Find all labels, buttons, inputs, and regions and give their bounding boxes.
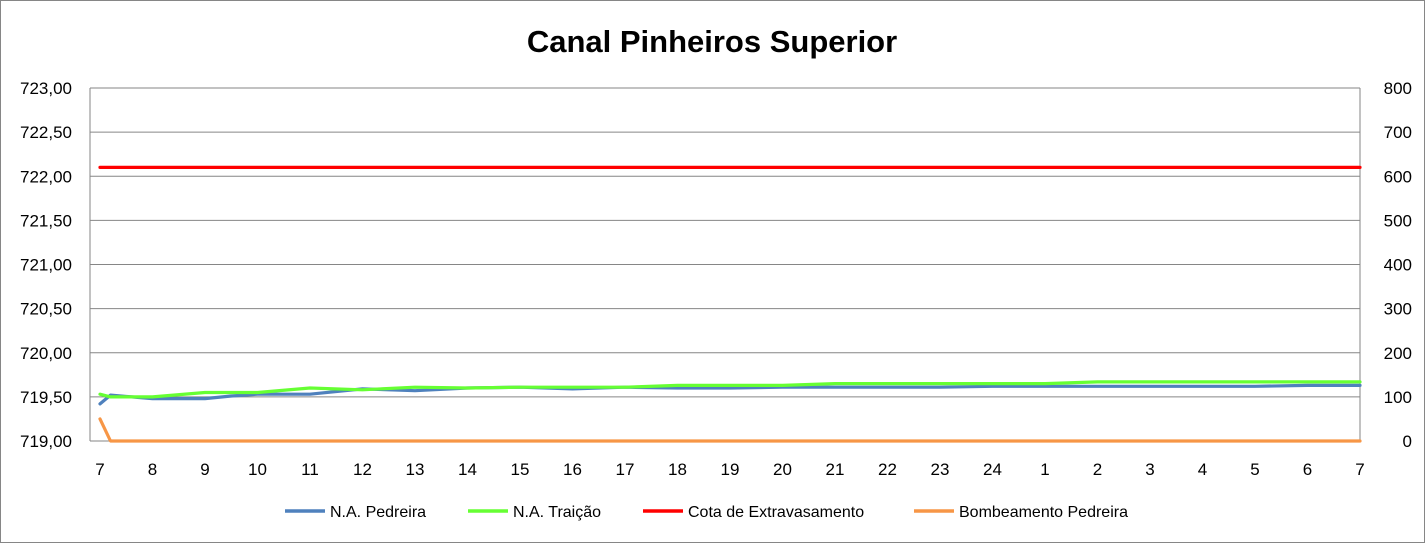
x-tick-label: 6 [1303, 460, 1312, 479]
left-tick-label: 721,00 [20, 256, 72, 275]
x-tick-label: 22 [878, 460, 897, 479]
left-tick-label: 721,50 [20, 211, 72, 230]
series-line-0 [98, 383, 1362, 406]
x-tick-label: 21 [826, 460, 845, 479]
legend-label: N.A. Traição [513, 504, 601, 521]
x-axis-ticks: 7 8 9 10 11 12 13 14 15 16 17 18 19 20 21 22 23 24 1 2 3 4 5 6 7 [95, 460, 1364, 479]
legend-label: Bombeamento Pedreira [959, 504, 1128, 521]
right-tick-label: 800 [1384, 79, 1412, 98]
series-lines [98, 165, 1362, 443]
chart-title: Canal Pinheiros Superior [527, 24, 897, 59]
x-tick-label: 16 [563, 460, 582, 479]
x-tick-label: 17 [616, 460, 635, 479]
x-tick-label: 8 [148, 460, 157, 479]
series-line-3 [98, 417, 1362, 443]
x-tick-label: 9 [200, 460, 209, 479]
legend: N.A. Pedreira N.A. Traição Cota de Extrava… [285, 504, 1128, 521]
right-tick-label: 0 [1403, 432, 1412, 451]
right-axis-ticks: 0 100 200 300 400 500 600 700 800 [1384, 79, 1412, 451]
left-tick-label: 723,00 [20, 79, 72, 98]
right-tick-label: 200 [1384, 344, 1412, 363]
x-tick-label: 7 [1355, 460, 1364, 479]
x-tick-label: 18 [668, 460, 687, 479]
x-tick-label: 3 [1145, 460, 1154, 479]
x-tick-label: 12 [353, 460, 372, 479]
legend-label: N.A. Pedreira [330, 504, 426, 521]
x-tick-label: 19 [721, 460, 740, 479]
left-tick-label: 719,00 [20, 432, 72, 451]
x-tick-label: 24 [983, 460, 1002, 479]
legend-label: Cota de Extravasamento [688, 504, 864, 521]
left-tick-label: 722,00 [20, 167, 72, 186]
x-tick-label: 20 [773, 460, 792, 479]
x-tick-label: 7 [95, 460, 104, 479]
series-line-1 [98, 380, 1362, 399]
x-tick-label: 10 [248, 460, 267, 479]
left-tick-label: 722,50 [20, 123, 72, 142]
x-tick-label: 23 [931, 460, 950, 479]
x-tick-label: 1 [1040, 460, 1049, 479]
right-tick-label: 500 [1384, 211, 1412, 230]
right-tick-label: 100 [1384, 388, 1412, 407]
x-tick-label: 2 [1093, 460, 1102, 479]
right-tick-label: 400 [1384, 256, 1412, 275]
left-axis-ticks: 719,00 719,50 720,00 720,50 721,00 721,50 722,… [20, 79, 72, 451]
right-tick-label: 700 [1384, 123, 1412, 142]
right-tick-label: 300 [1384, 300, 1412, 319]
left-tick-label: 720,00 [20, 344, 72, 363]
x-tick-label: 15 [511, 460, 530, 479]
x-tick-label: 14 [458, 460, 477, 479]
right-tick-label: 600 [1384, 167, 1412, 186]
x-tick-label: 4 [1198, 460, 1207, 479]
left-tick-label: 720,50 [20, 300, 72, 319]
left-tick-label: 719,50 [20, 388, 72, 407]
x-tick-label: 5 [1250, 460, 1259, 479]
x-tick-label: 11 [301, 460, 319, 479]
x-tick-label: 13 [406, 460, 425, 479]
